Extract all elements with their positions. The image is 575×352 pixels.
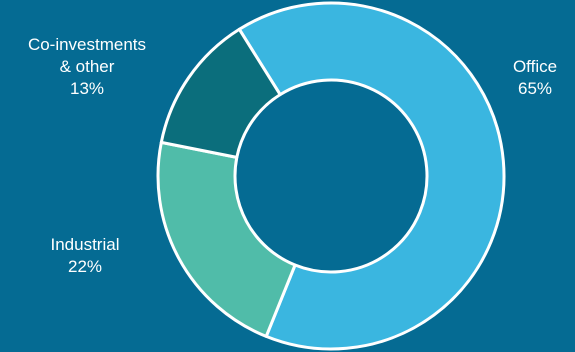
slice-industrial [156,140,297,338]
label-office: Office 65% [495,56,575,100]
label-industrial-name: Industrial [50,235,120,254]
slice-office [237,1,506,351]
slice-co-investments [159,27,282,159]
label-co-investments-line2: & other [59,57,115,76]
label-co-investments-value: 13% [69,79,105,98]
label-co-investments-line1: Co-investments [27,35,147,54]
label-office-value: 65% [517,79,553,98]
label-industrial: Industrial 22% [20,234,150,278]
label-office-name: Office [512,57,558,76]
label-co-investments: Co-investments & other 13% [0,34,180,100]
label-industrial-value: 22% [67,257,103,276]
